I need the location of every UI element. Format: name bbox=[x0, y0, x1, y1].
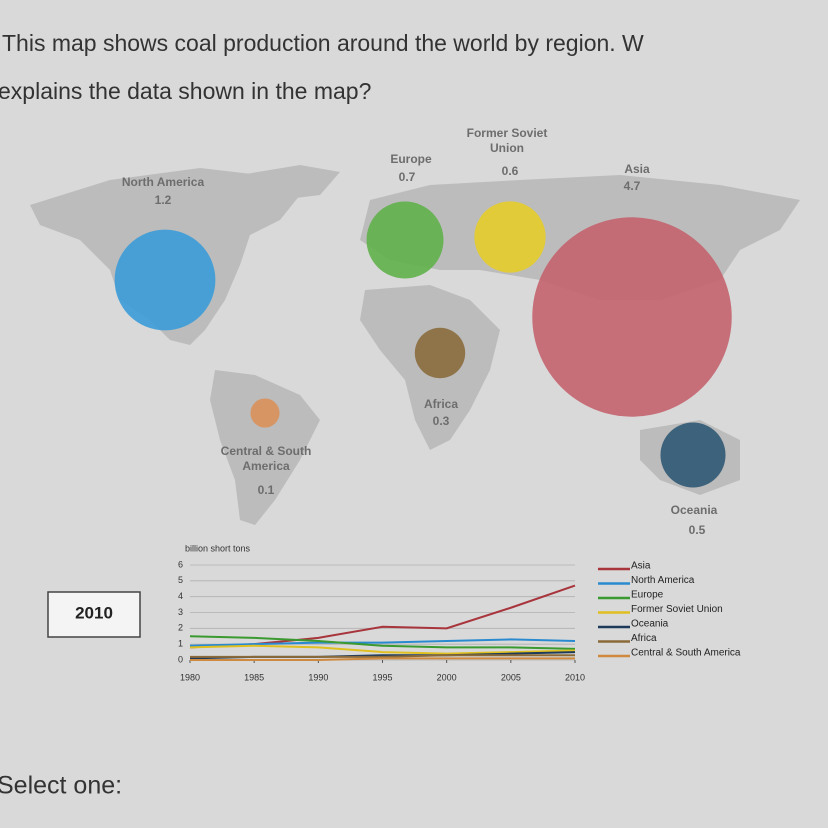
legend-label: Central & South America bbox=[631, 648, 741, 659]
region-bubble bbox=[414, 327, 466, 379]
region-value: 0.5 bbox=[689, 523, 706, 537]
x-tick-label: 1995 bbox=[372, 672, 392, 682]
legend-label: Asia bbox=[631, 561, 651, 572]
question-line: explains the data shown in the map? bbox=[0, 78, 371, 104]
x-tick-label: 2000 bbox=[437, 672, 457, 682]
legend-label: Oceania bbox=[631, 619, 669, 630]
region-value: 0.7 bbox=[399, 170, 416, 184]
region-value: 1.2 bbox=[155, 193, 172, 207]
legend-label: Europe bbox=[631, 590, 664, 601]
region-label-box: Central & South America bbox=[220, 444, 312, 473]
region-label: Asia bbox=[624, 162, 650, 176]
region-label: Oceania bbox=[671, 503, 718, 517]
region-label: North America bbox=[122, 175, 205, 189]
region-label: Former Soviet Union bbox=[466, 126, 548, 155]
region-label-box: Former Soviet Union bbox=[466, 126, 548, 155]
y-tick-label: 4 bbox=[178, 591, 183, 601]
x-tick-label: 1980 bbox=[180, 672, 200, 682]
year-label: 2010 bbox=[75, 603, 113, 622]
region-value: 0.6 bbox=[502, 164, 519, 178]
legend-label: North America bbox=[631, 575, 695, 586]
region-bubble bbox=[366, 201, 444, 279]
select-prompt: Select one: bbox=[0, 772, 122, 800]
region-label: Europe bbox=[390, 152, 432, 166]
region-bubble bbox=[474, 201, 546, 273]
region-bubble bbox=[114, 229, 216, 331]
y-axis-label: billion short tons bbox=[185, 543, 251, 553]
series-line bbox=[189, 644, 576, 655]
y-tick-label: 2 bbox=[178, 623, 183, 633]
series-line bbox=[190, 654, 575, 658]
region-value: 0.1 bbox=[258, 483, 275, 497]
x-tick-label: 2010 bbox=[565, 672, 585, 682]
series-line bbox=[189, 635, 576, 650]
x-tick-label: 1985 bbox=[244, 672, 264, 682]
region-value: 4.7 bbox=[624, 179, 641, 193]
region-label: Africa bbox=[424, 397, 458, 411]
y-tick-label: 5 bbox=[178, 575, 183, 585]
year-box bbox=[47, 591, 141, 638]
region-bubble bbox=[532, 217, 732, 417]
region-value: 0.3 bbox=[433, 414, 450, 428]
y-tick-label: 6 bbox=[178, 559, 183, 569]
series-line bbox=[189, 638, 576, 647]
x-tick-label: 1990 bbox=[308, 672, 328, 682]
legend-label: Former Soviet Union bbox=[631, 604, 723, 615]
y-tick-label: 3 bbox=[178, 607, 183, 617]
series-line bbox=[190, 657, 575, 661]
legend-label: Africa bbox=[631, 633, 657, 644]
y-tick-label: 1 bbox=[178, 639, 183, 649]
region-label: Central & South America bbox=[220, 444, 312, 473]
y-tick-label: 0 bbox=[178, 654, 183, 664]
region-bubble bbox=[660, 422, 726, 488]
question-line: This map shows coal production around th… bbox=[2, 30, 644, 56]
region-bubble bbox=[250, 398, 280, 428]
x-tick-label: 2005 bbox=[501, 672, 521, 682]
